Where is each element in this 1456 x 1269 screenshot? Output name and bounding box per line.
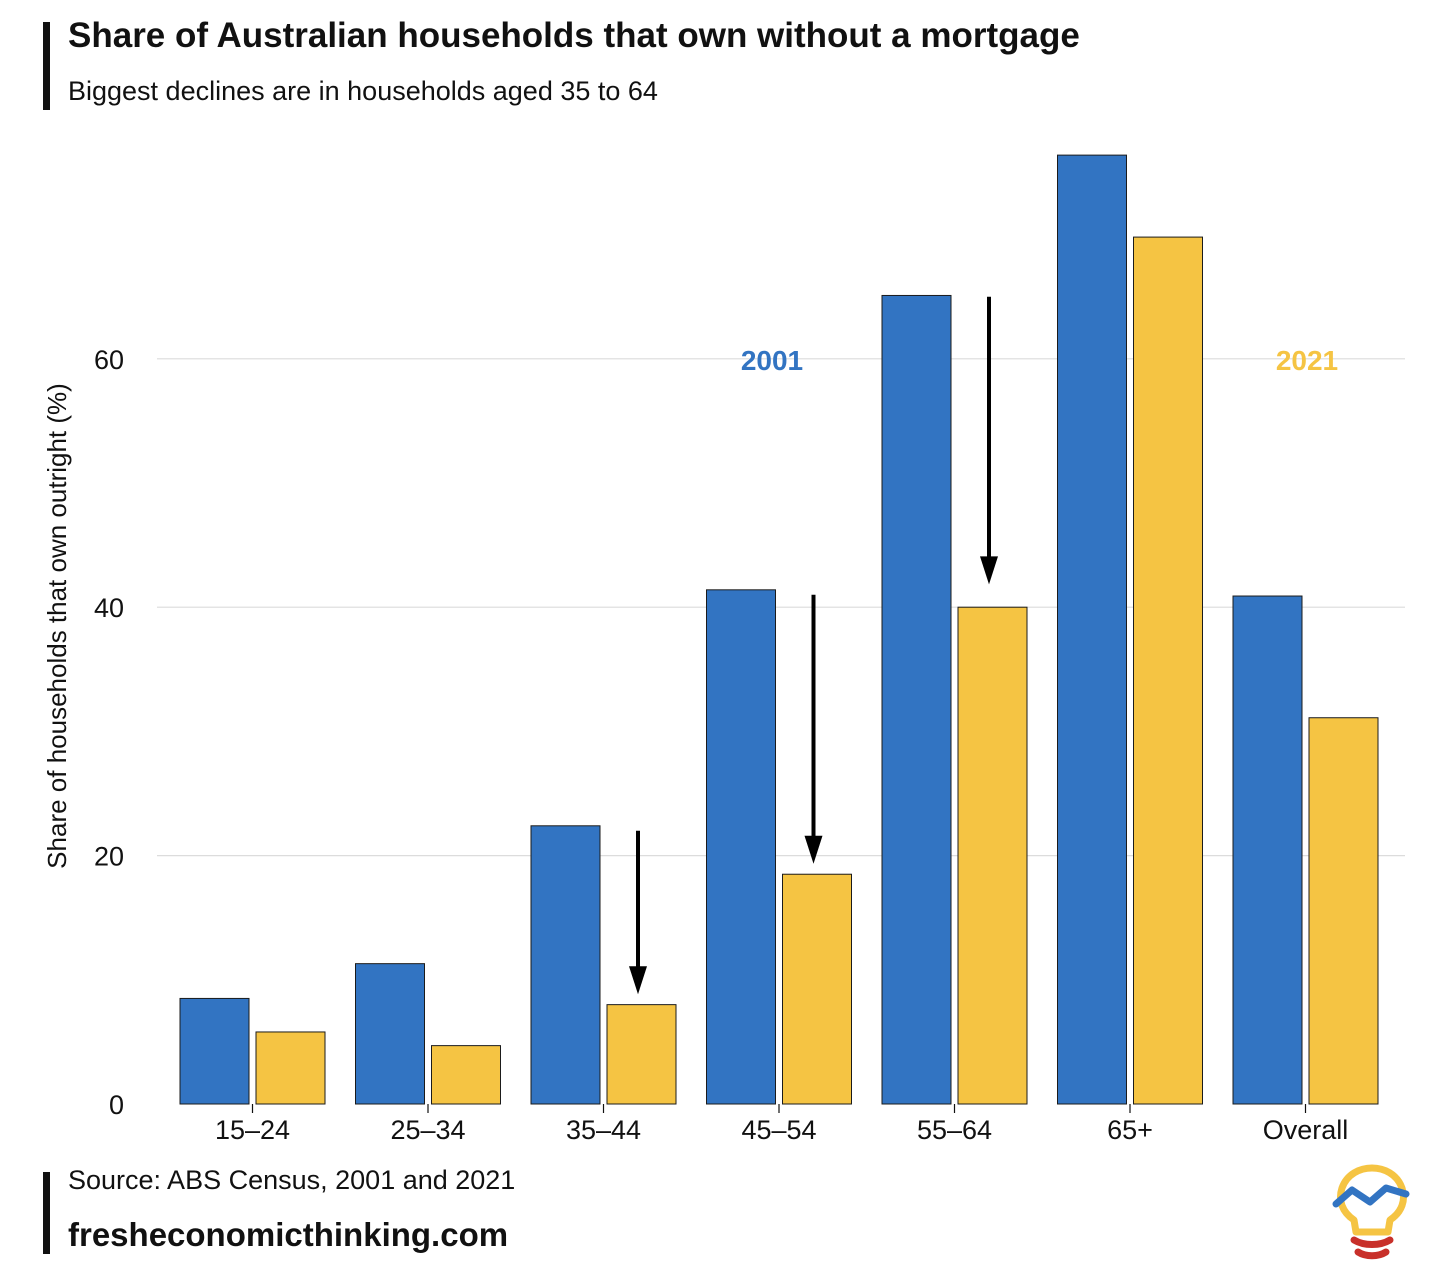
x-tick-label: 45–54 bbox=[741, 1115, 816, 1145]
y-tick-label: 60 bbox=[94, 345, 124, 375]
y-axis-label: Share of households that own outright (%… bbox=[42, 383, 72, 869]
bar-2021 bbox=[255, 1031, 326, 1105]
decline-arrow bbox=[629, 830, 647, 995]
bar-2021 bbox=[782, 873, 852, 1105]
x-tick-label: 35–44 bbox=[566, 1115, 641, 1145]
bar-2021 bbox=[957, 606, 1028, 1105]
arrow-head bbox=[804, 835, 823, 864]
y-axis-ticks: 0 20 40 60 bbox=[94, 345, 124, 1120]
title-accent-bar bbox=[43, 22, 50, 110]
bar-2001 bbox=[1057, 154, 1127, 1105]
bar-2021 bbox=[1308, 717, 1379, 1105]
bar-2001 bbox=[1232, 595, 1303, 1105]
y-tick-label: 20 bbox=[94, 842, 124, 872]
legend-label-2001: 2001 bbox=[741, 345, 803, 376]
bar-2001 bbox=[355, 963, 425, 1105]
decline-arrow bbox=[980, 296, 998, 585]
bar-chart: 0 20 40 60 15–24 25–34 35–44 45–54 55–64 65+ Over… bbox=[42, 154, 1405, 1145]
arrow-head bbox=[629, 966, 647, 995]
x-tick-label: 25–34 bbox=[390, 1115, 465, 1145]
y-tick-label: 40 bbox=[94, 593, 124, 623]
bar-2021 bbox=[606, 1004, 677, 1105]
x-tick-label: Overall bbox=[1263, 1115, 1349, 1145]
bar-2001 bbox=[706, 589, 776, 1105]
decline-arrows bbox=[629, 296, 998, 995]
arrow-head bbox=[980, 556, 998, 585]
bar-2001 bbox=[179, 997, 250, 1105]
bar-2021 bbox=[431, 1045, 501, 1105]
bar-2001 bbox=[881, 294, 952, 1105]
chart-title: Share of Australian households that own … bbox=[68, 16, 1080, 55]
gridlines bbox=[157, 358, 1405, 857]
chart-subtitle: Biggest declines are in households aged … bbox=[68, 76, 658, 106]
lightbulb-chart-icon bbox=[1332, 1164, 1410, 1260]
bar-2001 bbox=[530, 825, 601, 1105]
x-tick-label: 65+ bbox=[1107, 1115, 1153, 1145]
legend-label-2021: 2021 bbox=[1276, 345, 1338, 376]
bars bbox=[179, 154, 1379, 1105]
y-tick-label: 0 bbox=[109, 1090, 124, 1120]
website-credit: fresheconomicthinking.com bbox=[68, 1216, 509, 1253]
x-tick-label: 15–24 bbox=[215, 1115, 290, 1145]
decline-arrow bbox=[804, 594, 823, 864]
source-note: Source: ABS Census, 2001 and 2021 bbox=[68, 1165, 516, 1195]
x-tick-label: 55–64 bbox=[917, 1115, 992, 1145]
source-accent-bar bbox=[43, 1172, 50, 1254]
x-axis-ticks: 15–24 25–34 35–44 45–54 55–64 65+ Overall bbox=[215, 1104, 1348, 1145]
series-labels: 2001 2021 bbox=[741, 345, 1338, 376]
bar-2021 bbox=[1133, 236, 1203, 1105]
